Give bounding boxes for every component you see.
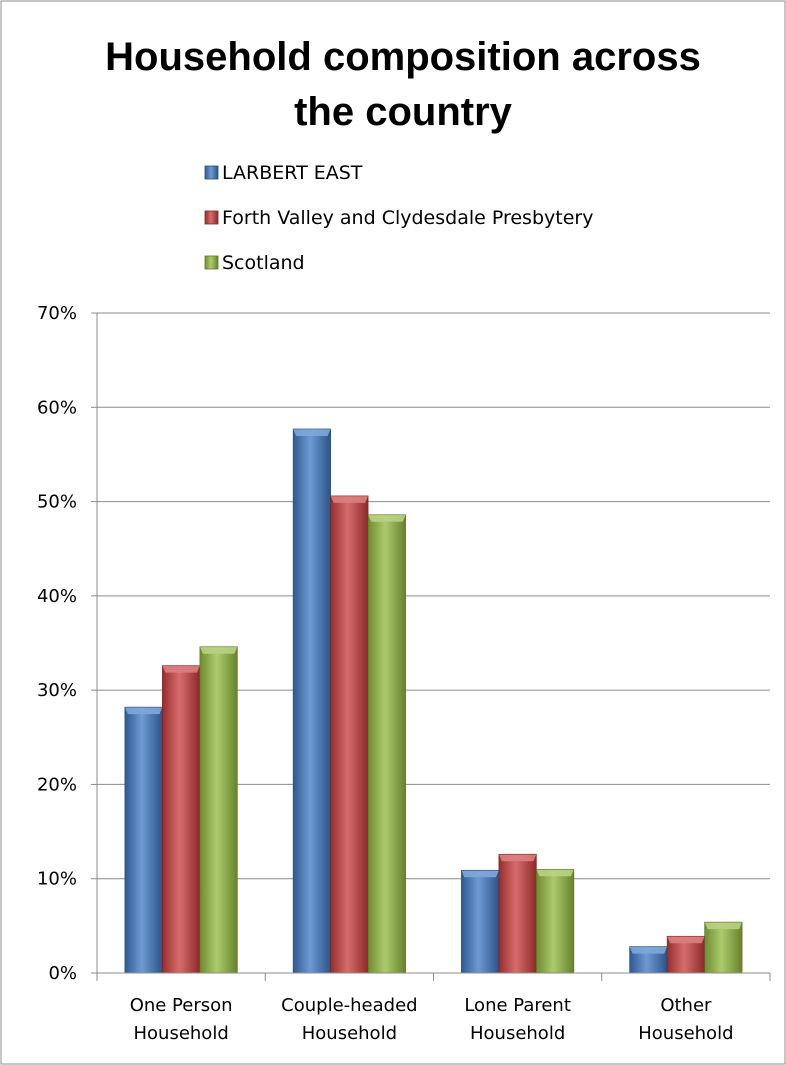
bar-body — [498, 854, 537, 973]
bar — [629, 946, 668, 974]
x-tick-label-line: One Person — [130, 995, 233, 1016]
bar-cap — [162, 665, 200, 673]
bar-cap — [498, 854, 537, 862]
bar-cap — [629, 946, 668, 954]
bars — [124, 428, 743, 974]
x-tick-label-line: Couple-headed — [281, 995, 417, 1016]
legend-swatch — [204, 210, 219, 225]
bar-body — [368, 514, 406, 973]
bar — [666, 935, 705, 974]
bar — [536, 868, 575, 974]
bar-body — [162, 665, 200, 973]
x-tick-label: Other Household — [638, 995, 733, 1044]
bar-cap — [704, 922, 743, 930]
chart-title: Household composition across the country — [105, 35, 701, 134]
bar-cap — [368, 514, 406, 522]
bar — [162, 665, 201, 974]
legend: LARBERT EAST Forth Valley and Clydesdale … — [204, 162, 593, 274]
bar-body — [536, 869, 574, 973]
x-tick-label-line: Household — [470, 1023, 565, 1044]
legend-label: Forth Valley and Clydesdale Presbytery — [222, 207, 593, 229]
x-tick-label-line: Other — [660, 995, 712, 1016]
x-axis: One Person Household Couple-headed Househol… — [96, 972, 771, 1044]
bar-cap — [667, 936, 705, 944]
legend-label: LARBERT EAST — [222, 162, 363, 184]
bar-cap — [199, 646, 238, 654]
x-tick-label-line: Lone Parent — [464, 995, 571, 1016]
bar-cap — [536, 869, 574, 877]
legend-item: LARBERT EAST — [204, 162, 363, 184]
y-tick-label: 0% — [48, 963, 77, 984]
y-tick-label: 40% — [37, 586, 77, 607]
legend-swatch — [204, 165, 219, 180]
bar-body — [461, 870, 499, 973]
legend-item: Forth Valley and Clydesdale Presbytery — [204, 207, 593, 229]
bar — [124, 706, 163, 974]
bar — [461, 869, 500, 974]
bar — [704, 921, 743, 974]
bar-cap — [330, 495, 369, 503]
legend-label: Scotland — [222, 252, 305, 274]
bar — [498, 853, 537, 974]
legend-item: Scotland — [204, 252, 305, 274]
bar — [330, 495, 369, 974]
x-tick-label-line: Household — [302, 1023, 397, 1044]
bar-body — [293, 428, 331, 973]
x-tick-label-line: Household — [638, 1023, 733, 1044]
y-tick-label: 10% — [37, 869, 77, 890]
chart-title-line-2: the country — [294, 90, 513, 134]
bar-body — [124, 707, 163, 973]
bar — [199, 646, 238, 974]
x-tick-label-line: Household — [133, 1023, 228, 1044]
bar — [367, 514, 406, 974]
legend-swatch — [204, 255, 219, 270]
y-tick-label: 20% — [37, 774, 77, 795]
y-tick-label: 30% — [37, 680, 77, 701]
bar-cap — [124, 707, 163, 715]
chart-title-line-1: Household composition across — [105, 35, 701, 79]
bar-cap — [461, 870, 499, 878]
y-tick-label: 70% — [37, 303, 77, 324]
x-tick-label: One Person Household — [130, 995, 233, 1044]
y-axis: 0% 10% 20% 30% 40% 50% 60% 70% — [37, 303, 98, 984]
y-tick-label: 60% — [37, 397, 77, 418]
bar-body — [199, 646, 238, 973]
x-tick-label: Couple-headed Household — [281, 995, 417, 1044]
bar-body — [330, 495, 369, 973]
bar-body — [704, 922, 743, 973]
y-tick-label: 50% — [37, 492, 77, 513]
x-tick-label: Lone Parent Household — [464, 995, 571, 1044]
bar-cap — [293, 428, 331, 436]
bar — [292, 428, 331, 974]
